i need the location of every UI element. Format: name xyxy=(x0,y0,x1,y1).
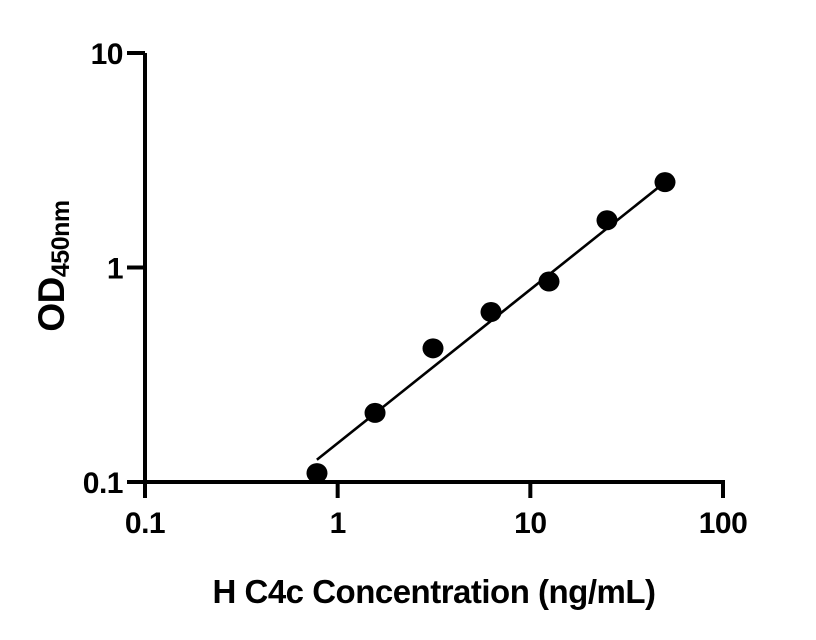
data-point xyxy=(480,302,502,323)
x-tick-label: 1 xyxy=(330,507,346,540)
data-point xyxy=(538,271,560,292)
y-tick-label: 1 xyxy=(107,252,123,285)
y-axis-title: OD450nm xyxy=(31,200,75,332)
y-axis-title-main: OD xyxy=(31,277,72,332)
data-point xyxy=(364,402,386,423)
data-point xyxy=(422,338,444,359)
y-axis-title-subscript: 450nm xyxy=(47,200,75,278)
data-point xyxy=(306,463,328,484)
y-tick-label: 10 xyxy=(91,38,123,71)
x-tick-label: 10 xyxy=(514,507,546,540)
x-tick-label: 100 xyxy=(699,507,748,540)
x-axis-title: H C4c Concentration (ng/mL) xyxy=(212,573,656,610)
data-point xyxy=(596,210,618,231)
x-tick-label: 0.1 xyxy=(125,507,165,540)
data-point xyxy=(654,172,676,193)
y-tick-label: 0.1 xyxy=(83,467,123,500)
